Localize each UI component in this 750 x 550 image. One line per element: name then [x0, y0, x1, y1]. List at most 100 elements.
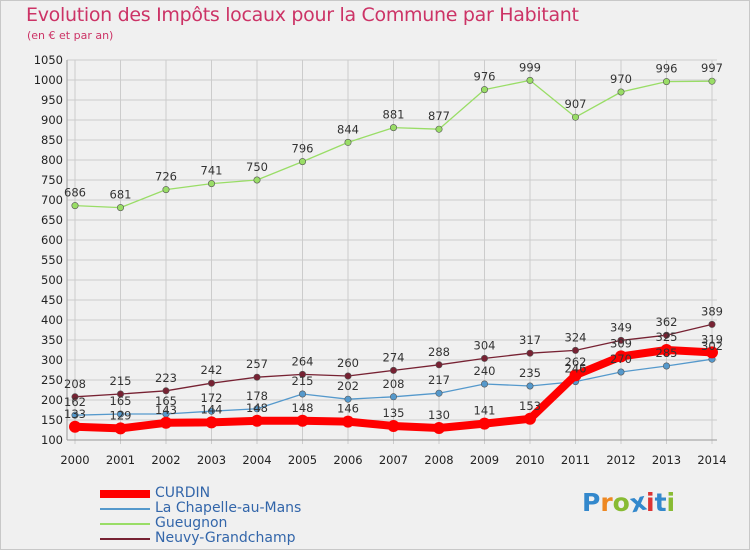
data-label-curdin: 309 — [610, 336, 632, 350]
data-point-neuvy-grandchamp — [208, 379, 216, 387]
data-point-curdin — [569, 369, 582, 382]
legend-label-neuvy-grandchamp: Neuvy-Grandchamp — [155, 530, 296, 546]
data-label-la-chapelle-au-mans: 246 — [565, 362, 587, 376]
data-label-gueugnon: 750 — [246, 160, 268, 174]
data-label-la-chapelle-au-mans: 178 — [246, 389, 268, 403]
x-tick-label: 2006 — [333, 453, 362, 467]
data-point-la-chapelle-au-mans — [617, 368, 625, 376]
y-tick-label: 550 — [41, 253, 63, 267]
axes: 100 150 200 250 300 350 400 450 500 550 600 650 700 7… — [34, 53, 727, 467]
proxiti-logo: Proxiti — [582, 486, 676, 519]
data-point-la-chapelle-au-mans — [253, 405, 261, 413]
data-label-curdin: 135 — [383, 406, 405, 420]
chart-title: Evolution des Impôts locaux pour la Comm… — [26, 4, 579, 26]
data-label-gueugnon: 976 — [474, 70, 496, 84]
data-point-curdin — [342, 415, 354, 428]
data-label-gueugnon: 881 — [383, 108, 405, 122]
y-tick-label: 1050 — [34, 53, 63, 67]
line-chart: 100 150 200 250 300 350 400 450 500 550 600 650 700 7… — [34, 53, 727, 467]
data-label-gueugnon: 726 — [155, 170, 177, 184]
data-point-gueugnon — [708, 77, 716, 85]
data-point-gueugnon — [71, 202, 79, 210]
y-tick-label: 150 — [41, 413, 63, 427]
data-label-curdin: 133 — [64, 407, 86, 421]
data-point-neuvy-grandchamp — [480, 354, 488, 362]
data-label-curdin: 143 — [155, 403, 177, 417]
data-label-gueugnon: 970 — [610, 72, 632, 86]
y-tick-label: 350 — [41, 333, 63, 347]
data-label-neuvy-grandchamp: 324 — [565, 330, 587, 344]
data-label-gueugnon: 996 — [656, 62, 678, 76]
data-label-curdin: 129 — [110, 408, 132, 422]
data-point-curdin — [706, 346, 718, 359]
data-point-gueugnon — [162, 186, 170, 194]
data-point-gueugnon — [526, 76, 534, 84]
data-label-neuvy-grandchamp: 304 — [474, 338, 496, 352]
data-point-neuvy-grandchamp — [526, 349, 534, 357]
data-point-neuvy-grandchamp — [571, 346, 579, 354]
data-label-curdin: 144 — [201, 402, 223, 416]
y-tick-label: 750 — [41, 173, 63, 187]
data-label-neuvy-grandchamp: 215 — [110, 374, 132, 388]
data-point-gueugnon — [617, 88, 625, 96]
data-label-la-chapelle-au-mans: 172 — [201, 391, 223, 405]
data-point-neuvy-grandchamp — [662, 331, 670, 339]
x-tick-label: 2009 — [470, 453, 499, 467]
data-label-gueugnon: 877 — [428, 109, 450, 123]
x-tick-label: 2005 — [288, 453, 317, 467]
data-point-neuvy-grandchamp — [708, 320, 716, 328]
data-point-gueugnon — [480, 86, 488, 94]
data-label-la-chapelle-au-mans: 285 — [656, 346, 678, 360]
data-point-neuvy-grandchamp — [617, 336, 625, 344]
data-point-la-chapelle-au-mans — [298, 390, 306, 398]
data-point-gueugnon — [298, 158, 306, 166]
data-point-curdin — [615, 350, 627, 363]
data-point-curdin — [114, 422, 127, 435]
x-tick-label: 2007 — [379, 453, 408, 467]
data-point-curdin — [478, 417, 491, 430]
data-point-la-chapelle-au-mans — [71, 411, 79, 419]
y-tick-label: 1000 — [34, 73, 63, 87]
data-label-gueugnon: 999 — [519, 60, 541, 74]
data-label-la-chapelle-au-mans: 302 — [701, 339, 723, 353]
data-label-neuvy-grandchamp: 362 — [656, 315, 678, 329]
data-label-curdin: 148 — [292, 401, 314, 415]
data-point-neuvy-grandchamp — [117, 390, 125, 398]
data-label-curdin: 148 — [246, 401, 268, 415]
data-label-neuvy-grandchamp: 264 — [292, 354, 314, 368]
y-tick-label: 900 — [41, 113, 63, 127]
data-label-neuvy-grandchamp: 242 — [201, 363, 223, 377]
y-tick-label: 700 — [41, 193, 63, 207]
x-tick-label: 2014 — [697, 453, 726, 467]
legend-swatch-curdin — [100, 490, 150, 498]
data-label-gueugnon: 997 — [701, 61, 723, 75]
data-label-gueugnon: 681 — [110, 188, 132, 202]
data-label-neuvy-grandchamp: 274 — [383, 350, 405, 364]
y-tick-label: 450 — [41, 293, 63, 307]
data-label-gueugnon: 796 — [292, 142, 314, 156]
data-point-neuvy-grandchamp — [435, 361, 443, 369]
data-label-la-chapelle-au-mans: 215 — [292, 374, 314, 388]
data-point-gueugnon — [253, 176, 261, 184]
data-label-curdin: 130 — [428, 408, 450, 422]
data-point-curdin — [160, 416, 172, 429]
data-label-la-chapelle-au-mans: 235 — [519, 366, 541, 380]
data-point-curdin — [433, 422, 445, 434]
data-point-la-chapelle-au-mans — [117, 410, 125, 418]
data-label-neuvy-grandchamp: 349 — [610, 320, 632, 334]
data-point-gueugnon — [571, 113, 579, 121]
data-point-la-chapelle-au-mans — [662, 362, 670, 370]
data-label-curdin: 262 — [565, 355, 587, 369]
data-label-neuvy-grandchamp: 317 — [519, 333, 541, 347]
data-label-la-chapelle-au-mans: 208 — [383, 377, 405, 391]
y-tick-label: 500 — [41, 273, 63, 287]
data-point-la-chapelle-au-mans — [480, 380, 488, 388]
data-point-curdin — [524, 412, 536, 425]
x-tick-label: 2004 — [242, 453, 271, 467]
data-label-curdin: 319 — [701, 332, 723, 346]
data-point-gueugnon — [117, 204, 125, 212]
x-tick-label: 2008 — [424, 453, 453, 467]
data-point-la-chapelle-au-mans — [208, 407, 216, 415]
data-point-gueugnon — [344, 138, 352, 146]
data-label-neuvy-grandchamp: 223 — [155, 371, 177, 385]
